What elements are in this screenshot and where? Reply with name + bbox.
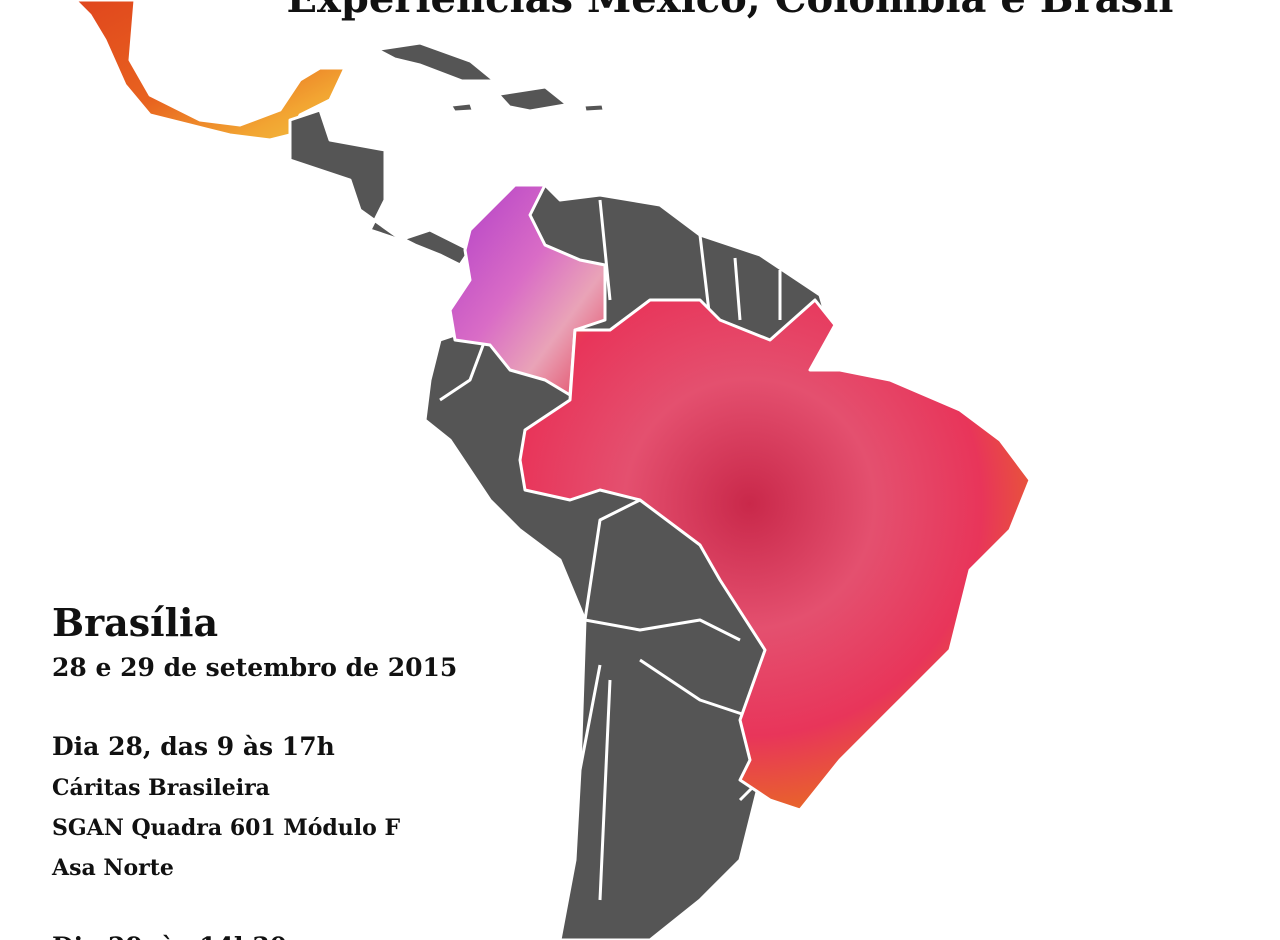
title: Experiências México, Colômbia e Brasil — [287, 0, 1174, 22]
puerto-rico — [584, 104, 604, 112]
central-america — [288, 108, 472, 267]
session-place: Cáritas Brasileira — [52, 775, 270, 801]
colombia — [448, 183, 607, 397]
session-when: Dia 29, às 14h30 — [52, 932, 287, 940]
map — [73, 0, 1032, 940]
hispaniola — [499, 87, 566, 111]
session-when: Dia 28, das 9 às 17h — [52, 732, 335, 761]
dates: 28 e 29 de setembro de 2015 — [52, 653, 457, 682]
mexico — [73, 0, 347, 142]
jamaica — [451, 103, 473, 112]
brazil — [518, 298, 1032, 812]
session-place: SGAN Quadra 601 Módulo F — [52, 815, 400, 841]
country-borders — [439, 199, 782, 901]
cuba — [379, 43, 493, 81]
session-place: Asa Norte — [51, 855, 174, 881]
city: Brasília — [52, 600, 218, 645]
